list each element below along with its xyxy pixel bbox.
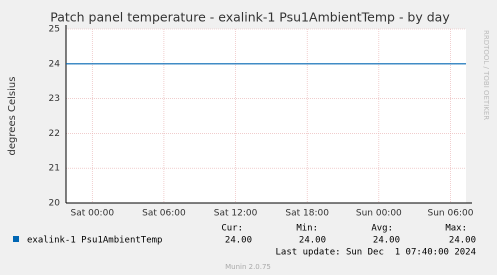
footer: Munin 2.0.75 — [225, 263, 271, 271]
y-tick-label: 22 — [49, 129, 60, 139]
stat-header: Max: — [445, 224, 467, 234]
stat-value: 24.00 — [225, 236, 252, 246]
stat-value: 24.00 — [299, 236, 326, 246]
legend-label: exalink-1 Psu1AmbientTemp — [27, 236, 162, 246]
stat-header: Avg: — [371, 224, 393, 234]
y-axis-label: degrees Celsius — [7, 77, 18, 156]
legend-swatch — [13, 236, 19, 242]
y-tick-label: 20 — [49, 199, 61, 209]
y-tick-label: 25 — [49, 25, 60, 35]
x-tick-label: Sun 06:00 — [428, 209, 474, 219]
side-text: RRDTOOL / TOBI OETIKER — [482, 30, 490, 120]
chart-title: Patch panel temperature - exalink-1 Psu1… — [50, 10, 450, 25]
last-update: Last update: Sun Dec 1 07:40:00 2024 — [276, 248, 476, 258]
stat-header: Min: — [296, 224, 318, 234]
stat-value: 24.00 — [449, 236, 476, 246]
x-tick-label: Sat 00:00 — [70, 209, 114, 219]
stat-value: 24.00 — [373, 236, 400, 246]
stat-header: Cur: — [221, 224, 243, 234]
y-tick-label: 24 — [49, 59, 61, 69]
x-tick-label: Sat 06:00 — [142, 209, 186, 219]
y-tick-label: 23 — [49, 94, 60, 104]
plot-area — [66, 29, 466, 203]
x-tick-label: Sat 12:00 — [214, 209, 258, 219]
x-tick-label: Sat 18:00 — [285, 209, 329, 219]
y-tick-label: 21 — [49, 164, 60, 174]
x-tick-label: Sun 00:00 — [356, 209, 402, 219]
